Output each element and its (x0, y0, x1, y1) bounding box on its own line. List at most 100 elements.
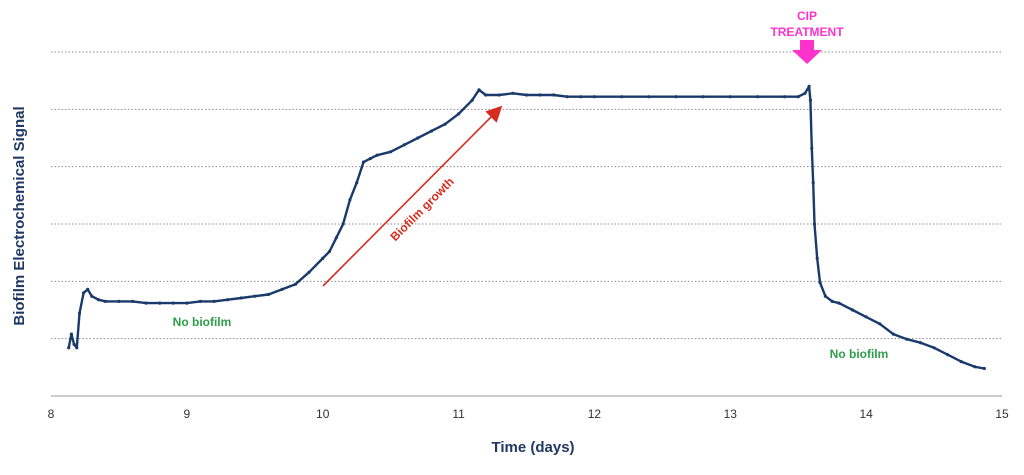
x-tick-labels: 8 9 10 11 12 13 14 15 (48, 407, 1009, 421)
data-point (796, 95, 800, 99)
data-point (579, 95, 583, 99)
data-point (497, 93, 501, 97)
data-point (674, 95, 678, 99)
data-point (592, 95, 597, 99)
data-point (783, 95, 787, 99)
data-point (341, 222, 345, 226)
data-point (810, 146, 814, 150)
x-tick-label: 15 (995, 407, 1009, 421)
data-point (443, 122, 447, 126)
gridlines (51, 51, 1002, 340)
data-point (565, 95, 569, 99)
data-point (552, 93, 556, 97)
data-point (837, 301, 841, 305)
no-biofilm-right-label: No biofilm (830, 347, 889, 361)
data-point (982, 366, 986, 371)
data-point (103, 299, 107, 303)
data-point (226, 298, 230, 302)
x-tick-label: 13 (724, 407, 738, 421)
data-point (67, 346, 71, 350)
x-axis-title: Time (days) (491, 439, 574, 456)
data-point (429, 129, 433, 133)
data-point (918, 341, 923, 345)
data-point (307, 270, 311, 274)
data-point (321, 256, 325, 260)
data-point (878, 322, 882, 326)
data-point (932, 346, 936, 350)
data-point (130, 299, 135, 303)
data-point (86, 287, 90, 291)
data-point (477, 88, 481, 92)
data-point (811, 181, 815, 185)
series-layer (67, 84, 986, 371)
data-point (891, 332, 895, 336)
data-point (280, 287, 284, 291)
data-point (389, 150, 393, 154)
data-point (90, 294, 94, 298)
data-point (851, 308, 855, 312)
data-point (355, 181, 359, 185)
data-point (755, 95, 760, 99)
data-point (96, 298, 101, 302)
data-point (807, 84, 811, 88)
data-point (905, 337, 909, 341)
data-point (171, 301, 175, 305)
data-point (117, 299, 121, 303)
data-point (75, 346, 79, 350)
x-tick-label: 9 (184, 407, 191, 421)
y-axis-title: Biofilm Electrochemical Signal (11, 106, 28, 325)
data-point (470, 98, 474, 102)
data-point (348, 198, 352, 202)
data-point (959, 360, 963, 364)
data-point (144, 301, 148, 305)
data-point (402, 143, 406, 147)
data-point (334, 236, 338, 240)
data-point (973, 365, 977, 369)
data-point (69, 332, 73, 336)
data-point (524, 93, 529, 97)
data-point (457, 112, 461, 116)
data-point (185, 301, 189, 305)
growth-arrow (322, 105, 503, 287)
data-point (484, 93, 488, 97)
data-point (647, 95, 651, 99)
data-point (327, 249, 332, 254)
data-point (361, 160, 366, 164)
data-point (212, 299, 216, 303)
data-point (538, 93, 542, 97)
x-tick-label: 10 (316, 407, 330, 421)
cip-label-line1: CIP (797, 9, 817, 23)
x-tick-label: 14 (859, 407, 873, 421)
x-tick-label: 11 (452, 407, 465, 421)
data-point (803, 91, 807, 95)
data-point (266, 292, 270, 297)
data-point (293, 282, 298, 286)
cip-label-line2: TREATMENT (770, 25, 844, 39)
data-point (82, 291, 86, 295)
data-point (416, 136, 420, 140)
data-point (701, 95, 705, 99)
data-point (808, 98, 813, 102)
cip-arrow-icon (792, 40, 822, 64)
data-point (620, 95, 624, 99)
data-point (511, 91, 515, 95)
data-point (158, 301, 162, 305)
data-point (198, 299, 202, 303)
data-point (946, 353, 950, 357)
x-tick-label: 12 (588, 407, 602, 421)
x-tick-label: 8 (48, 407, 55, 421)
data-point (728, 95, 732, 99)
data-point (818, 280, 822, 285)
data-point (823, 294, 828, 298)
biofilm-growth-label: Biofilm growth (388, 175, 457, 244)
data-point (253, 294, 257, 298)
data-point (815, 256, 819, 260)
data-point (72, 342, 76, 346)
data-point (368, 157, 372, 161)
data-point (239, 296, 243, 300)
data-point (812, 222, 817, 226)
data-point (375, 153, 379, 157)
data-point (864, 315, 868, 319)
